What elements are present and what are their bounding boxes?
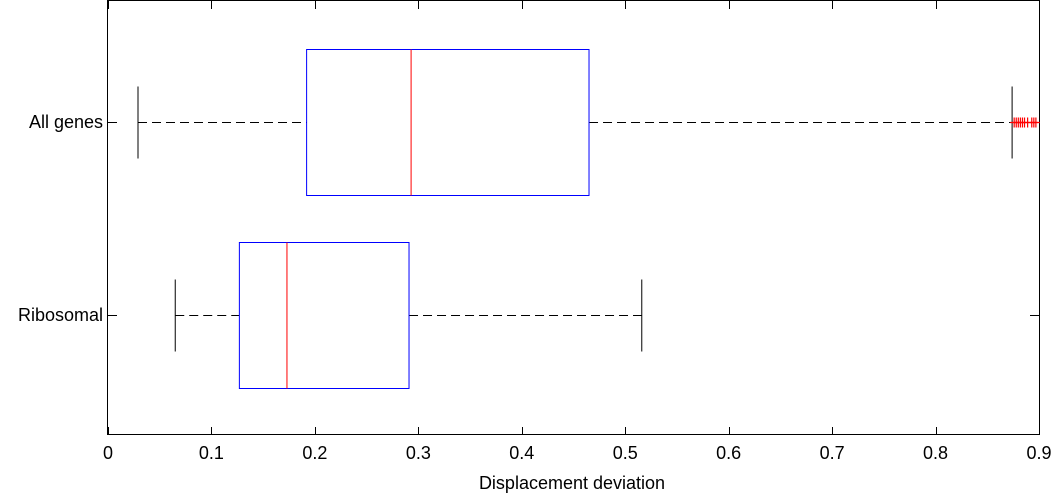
y-tick-label: All genes	[29, 112, 103, 132]
tick-labels: 0 0.1 0.2 0.3 0.4 0.5 0.6 0.7 0.8 0.9 All genes Rib…	[18, 112, 1052, 463]
interquartile-box	[306, 49, 590, 196]
plot-area-frame	[107, 0, 1040, 435]
x-tick-label: 0.6	[716, 443, 741, 463]
x-tick-label: 0.4	[509, 443, 534, 463]
x-tick-label: 0.2	[302, 443, 327, 463]
x-tick-label: 0.9	[1026, 443, 1051, 463]
box-ribosomal	[174, 242, 643, 389]
outlier-marker	[1031, 117, 1040, 128]
y-tick-label: Ribosomal	[18, 305, 103, 325]
interquartile-box	[238, 242, 410, 389]
x-tick-label: 0.7	[820, 443, 845, 463]
x-tick-label: 0	[103, 443, 113, 463]
x-tick-label: 0.3	[406, 443, 431, 463]
x-tick-label: 0.1	[199, 443, 224, 463]
x-axis-title: Displacement deviation	[479, 473, 665, 493]
box-all-genes	[137, 49, 1040, 196]
axis-ticks	[108, 1, 1040, 435]
x-tick-label: 0.5	[613, 443, 638, 463]
x-tick-label: 0.8	[923, 443, 948, 463]
box-series	[137, 49, 1040, 389]
